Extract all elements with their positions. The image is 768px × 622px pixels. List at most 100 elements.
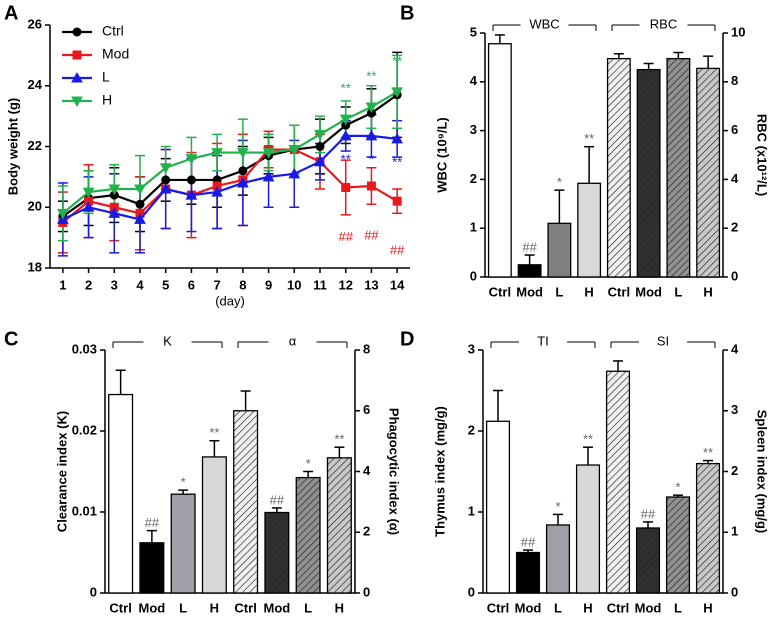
y-tick-label: 2 — [731, 463, 738, 478]
y-tick-label: 4 — [470, 73, 478, 88]
y-tick-label: 3 — [731, 402, 738, 417]
marker — [135, 199, 145, 209]
y-tick-label: 2 — [468, 422, 475, 437]
significance-label: ** — [334, 432, 344, 447]
marker — [71, 71, 83, 83]
y-tick-label: 2 — [470, 171, 477, 186]
x-tick-label: Mod — [635, 600, 662, 615]
x-tick-label: Ctrl — [109, 600, 131, 615]
y-tick-label: 2 — [363, 524, 370, 539]
marker — [341, 183, 351, 193]
series-line — [62, 90, 398, 215]
y-tick-label: 2 — [731, 220, 738, 235]
axis-label: Thymus index (mg/g) — [432, 406, 447, 537]
group-label: WBC — [529, 16, 559, 31]
significance-label: ** — [366, 68, 376, 83]
significance-label: ** — [209, 425, 219, 440]
bar — [695, 462, 721, 594]
panel-label: D — [400, 328, 414, 350]
x-tick-label: 6 — [188, 277, 195, 292]
bar — [295, 476, 321, 594]
significance-label: ## — [270, 492, 285, 507]
axis-label: RBC (x10¹²/L) — [755, 114, 768, 196]
y-tick-label: 24 — [28, 77, 43, 92]
y-tick-label: 0 — [90, 584, 97, 599]
marker — [391, 87, 403, 98]
group-label: SI — [657, 333, 669, 348]
bar — [696, 67, 721, 278]
bar — [485, 420, 511, 594]
significance-label: ** — [341, 81, 351, 96]
marker — [159, 182, 172, 194]
significance-label: ** — [584, 131, 594, 146]
bar — [233, 410, 259, 594]
significance-label: ** — [583, 432, 593, 447]
y-tick-label: 5 — [470, 24, 477, 39]
bar — [517, 264, 542, 278]
marker — [288, 167, 301, 179]
x-tick-label: Ctrl — [234, 600, 256, 615]
marker — [339, 114, 352, 126]
x-tick-label: H — [703, 600, 712, 615]
marker — [365, 102, 378, 114]
x-tick-label: Ctrl — [489, 284, 511, 299]
y-tick-label: 6 — [731, 122, 738, 137]
marker — [365, 129, 378, 141]
x-tick-label: L — [554, 600, 562, 615]
bar — [665, 496, 691, 594]
significance-label: * — [555, 499, 560, 514]
bar — [606, 57, 631, 278]
y-tick-label: 8 — [731, 73, 738, 88]
y-tick-label: 1 — [470, 220, 477, 235]
significance-label: ## — [338, 229, 353, 244]
marker — [262, 170, 275, 182]
x-tick-label: H — [703, 284, 712, 299]
x-tick-label: H — [583, 600, 592, 615]
x-tick-label: L — [304, 600, 312, 615]
x-tick-label: 1 — [59, 277, 66, 292]
significance-label: ## — [364, 227, 379, 242]
x-tick-label: 8 — [239, 277, 246, 292]
legend-label: H — [102, 92, 112, 108]
y-tick-label: 1 — [468, 503, 475, 518]
marker — [134, 184, 146, 196]
y-tick-label: 0 — [363, 584, 370, 599]
x-tick-label: 13 — [364, 277, 378, 292]
marker — [211, 148, 223, 159]
marker — [161, 175, 171, 185]
axis-label: Phagocytic index (α) — [387, 408, 402, 535]
marker — [72, 50, 82, 60]
x-tick-label: H — [584, 284, 593, 299]
x-axis-label: (day) — [215, 293, 245, 308]
marker — [391, 132, 403, 144]
bar — [326, 457, 352, 594]
marker — [237, 176, 249, 188]
series-line — [62, 93, 398, 218]
panel-label: A — [4, 2, 18, 24]
x-tick-label: L — [555, 284, 563, 299]
significance-label: ## — [145, 515, 160, 530]
x-tick-label: 12 — [338, 277, 352, 292]
marker — [71, 96, 83, 108]
x-tick-label: Mod — [515, 600, 542, 615]
marker — [57, 208, 69, 220]
bar — [139, 542, 165, 594]
group-label: α — [289, 333, 297, 348]
axis-label: Spleen index (mg/g) — [755, 410, 768, 534]
marker — [211, 186, 223, 197]
significance-label: ** — [341, 151, 351, 166]
bar — [487, 43, 512, 278]
significance-label: * — [306, 456, 311, 471]
bar — [666, 57, 691, 278]
bar — [605, 370, 631, 594]
y-tick-label: 8 — [363, 341, 370, 356]
marker — [186, 175, 196, 185]
y-tick-label: 0 — [468, 584, 475, 599]
bar — [108, 393, 134, 594]
marker — [185, 189, 198, 200]
y-tick-label: 4 — [363, 463, 371, 478]
y-tick-label: 3 — [468, 341, 475, 356]
y-tick-label: 22 — [28, 138, 42, 153]
